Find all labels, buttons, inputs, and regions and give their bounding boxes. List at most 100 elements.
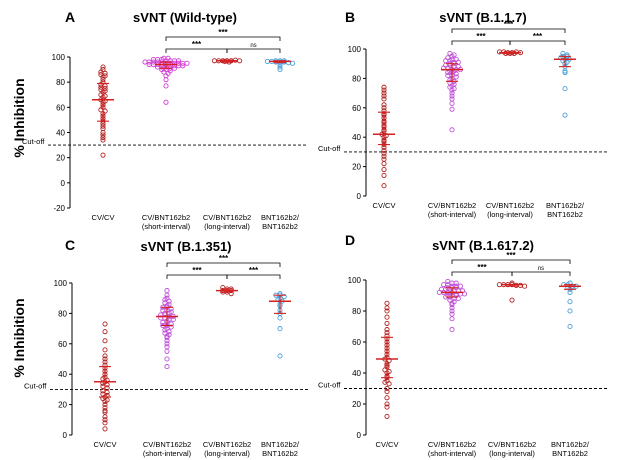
data-point [453, 292, 459, 299]
data-point [384, 330, 390, 336]
data-point [164, 341, 170, 347]
data-point [100, 126, 106, 132]
data-point [381, 93, 387, 99]
data-point [447, 50, 453, 56]
data-point [381, 144, 387, 151]
y-tick-label: 80 [56, 78, 65, 87]
y-tick-label: 40 [58, 370, 67, 379]
data-point [102, 347, 108, 353]
data-point [451, 52, 457, 58]
data-point [451, 299, 457, 305]
data-point [560, 50, 566, 56]
category-sublabel: (short-interval) [428, 210, 477, 219]
data-point [384, 401, 390, 407]
data-point [381, 150, 387, 156]
category-group: CV/CV [373, 84, 396, 210]
data-point [449, 106, 455, 112]
data-point [277, 353, 283, 359]
significance-label: *** [219, 254, 229, 263]
data-point [381, 87, 387, 93]
category-group: BNT162b2/BNT162b2 [261, 291, 300, 458]
data-point [496, 282, 502, 288]
data-point [281, 294, 287, 300]
data-point [102, 356, 108, 362]
data-point [381, 172, 387, 178]
data-point [457, 283, 463, 289]
ylabel-bottom: % Inhibition [11, 298, 27, 377]
data-point [443, 58, 449, 64]
bracket-line [451, 259, 571, 264]
panel-title: sVNT (B.1.1.7) [439, 10, 526, 25]
significance-label: *** [218, 28, 228, 37]
data-point [102, 73, 108, 79]
data-point [100, 123, 106, 129]
data-point [102, 414, 108, 420]
category-group: CV/CV [92, 64, 115, 222]
category-label: CV/CV [373, 201, 396, 210]
significance-label: *** [192, 266, 202, 275]
bracket-line [166, 274, 228, 279]
y-tick-label: 100 [348, 276, 362, 285]
panel-title: sVNT (B.1.617.2) [432, 238, 534, 253]
comparison-bracket: *** [509, 32, 566, 45]
panel-letter: D [345, 232, 355, 248]
comparison-bracket: *** [451, 32, 511, 45]
data-point [168, 309, 174, 315]
y-tick-label: -20 [53, 204, 65, 213]
comparison-bracket: ns [511, 266, 571, 276]
y-axis-label-top: % Inhibition [11, 78, 27, 157]
data-point [102, 405, 108, 411]
data-point [160, 319, 166, 326]
y-tick-label: 60 [352, 104, 361, 113]
category-group: CV/BNT162b2(short-interval) [143, 288, 192, 458]
significance-label: *** [533, 32, 543, 41]
significance-label: *** [506, 251, 516, 260]
panel-letter: B [345, 9, 355, 25]
data-point [384, 314, 390, 320]
category-sublabel: (short-interval) [142, 222, 191, 231]
data-point [170, 316, 176, 323]
data-point [102, 420, 108, 426]
y-tick-label: 20 [352, 400, 361, 409]
category-sublabel: (short-interval) [428, 449, 477, 458]
bracket-line [451, 40, 511, 45]
bracket-line [451, 271, 513, 276]
data-point [449, 327, 455, 333]
data-point [264, 58, 270, 64]
data-point [163, 99, 169, 105]
data-point [567, 289, 573, 295]
bracket-line [166, 262, 281, 267]
data-point [277, 315, 283, 321]
significance-label: ns [538, 266, 544, 272]
y-tick-label: 80 [352, 307, 361, 316]
data-point [562, 86, 568, 92]
category-sublabel: BNT162b2 [262, 449, 298, 458]
category-label: CV/BNT162b2 [142, 213, 190, 222]
category-group: BNT162b2/BNT162b2 [261, 58, 300, 231]
data-point [102, 359, 108, 365]
data-point [162, 330, 168, 336]
category-sublabel: BNT162b2 [552, 449, 588, 458]
data-point [102, 70, 108, 76]
y-tick-label: 80 [352, 74, 361, 83]
data-point [381, 161, 387, 167]
y-tick-label: 60 [56, 103, 65, 112]
data-point [220, 285, 226, 291]
bracket-line [511, 271, 571, 276]
category-group: CV/BNT162b2(short-interval) [428, 278, 477, 458]
category-sublabel: (long-interval) [204, 449, 250, 458]
category-label: CV/CV [92, 213, 115, 222]
y-tick-label: 100 [348, 45, 362, 54]
data-point [100, 134, 106, 141]
panel-letter: C [65, 237, 75, 253]
data-point [211, 58, 217, 64]
data-point [451, 81, 457, 87]
comparison-bracket: *** [451, 20, 566, 33]
category-group: CV/BNT162b2(long-interval) [203, 57, 251, 231]
y-tick-label: 80 [58, 309, 67, 318]
data-point [102, 329, 108, 335]
data-point [102, 426, 108, 432]
category-sublabel: (long-interval) [489, 449, 535, 458]
category-label: BNT162b2/ [261, 440, 300, 449]
